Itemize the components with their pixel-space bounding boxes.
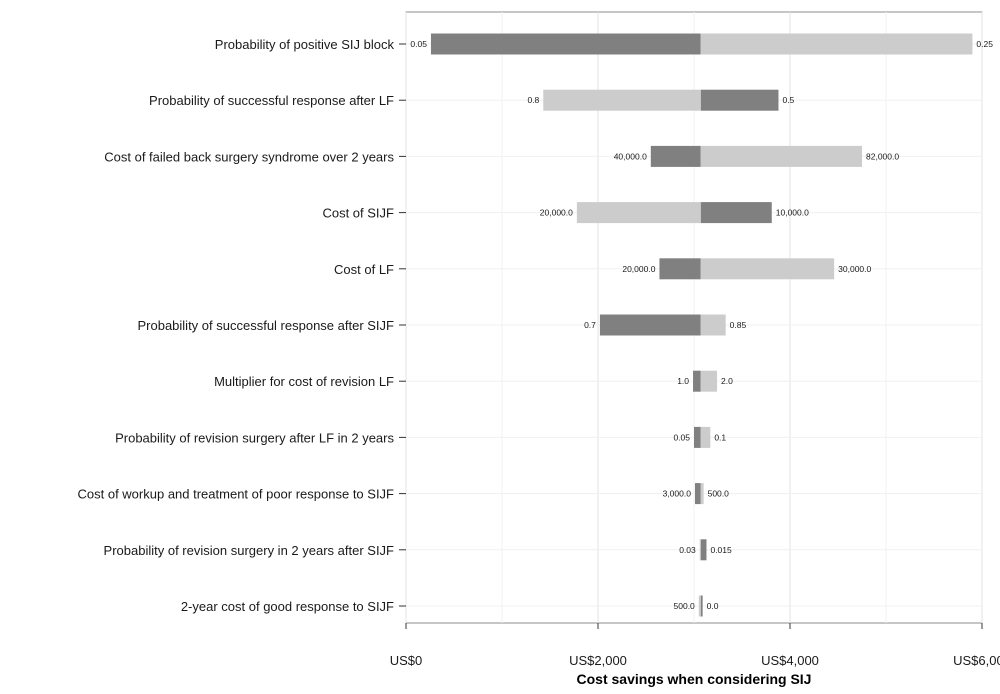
bar-high-input (700, 314, 726, 336)
value-label-low: 0.015 (710, 545, 732, 555)
x-tick-label: US$4,000 (761, 653, 819, 668)
value-label-high: 500.0 (674, 601, 696, 611)
x-tick-label: US$2,000 (569, 653, 627, 668)
bar-high-input (576, 202, 701, 224)
bar-high-input (543, 89, 701, 111)
bar-low-input (700, 202, 772, 224)
category-label: Cost of workup and treatment of poor res… (78, 487, 395, 502)
value-label-low: 20,000.0 (622, 264, 655, 274)
category-labels: Probability of positive SIJ block Probabi… (78, 37, 406, 614)
value-label-high: 0.03 (679, 545, 696, 555)
value-label-low: 0.05 (673, 432, 690, 442)
value-label-low: 0.5 (782, 95, 794, 105)
value-label-low: 3,000.0 (663, 489, 692, 499)
bar-high-input (700, 258, 835, 280)
value-labels: 0.05 0.25 0.5 0.8 40,000.0 82,000.0 10,000.0 20… (410, 39, 993, 611)
bar-high-input (700, 426, 711, 448)
category-label: Probability of successful response after… (137, 318, 394, 333)
x-tick-label: US$6,000 (953, 653, 1000, 668)
bar-low-input (700, 539, 707, 561)
value-label-low: 40,000.0 (614, 151, 647, 161)
bars (430, 33, 973, 617)
category-label: Cost of failed back surgery syndrome ove… (104, 149, 394, 164)
x-axis: US$0 US$2,000 US$4,000 US$6,000 (390, 623, 1000, 668)
x-tick-label: US$0 (390, 653, 423, 668)
value-label-high: 30,000.0 (838, 264, 871, 274)
bar-high-input (698, 595, 701, 617)
value-label-low: 10,000.0 (776, 208, 809, 218)
x-axis-title: Cost savings when considering SIJ (577, 671, 812, 687)
value-label-high: 20,000.0 (540, 208, 573, 218)
value-label-high: 82,000.0 (866, 151, 899, 161)
category-label: Probability of positive SIJ block (215, 37, 395, 52)
bar-low-input (694, 426, 701, 448)
bar-low-input (599, 314, 701, 336)
value-label-low: 0.0 (707, 601, 719, 611)
category-label: Probability of revision surgery in 2 yea… (104, 543, 395, 558)
bar-high-input (700, 483, 704, 505)
value-label-high: 500.0 (708, 489, 730, 499)
category-label: Probability of successful response after… (149, 93, 394, 108)
bar-low-input (700, 89, 779, 111)
bar-low-input (700, 595, 703, 617)
value-label-high: 0.25 (976, 39, 993, 49)
value-label-high: 0.1 (714, 432, 726, 442)
bar-high-input (700, 145, 862, 167)
bar-low-input (650, 145, 701, 167)
bar-high-input (700, 370, 718, 392)
category-label: Cost of LF (334, 262, 394, 277)
bar-low-input (430, 33, 701, 55)
category-label: 2-year cost of good response to SIJF (181, 599, 394, 614)
value-label-low: 0.05 (410, 39, 427, 49)
bar-low-input (694, 483, 701, 505)
category-label: Probability of revision surgery after LF… (115, 430, 394, 445)
value-label-high: 0.8 (527, 95, 539, 105)
bar-low-input (659, 258, 701, 280)
bar-high-input (700, 33, 973, 55)
value-label-low: 1.0 (677, 376, 689, 386)
value-label-high: 2.0 (721, 376, 733, 386)
value-label-high: 0.85 (730, 320, 747, 330)
bar-low-input (693, 370, 701, 392)
category-label: Multiplier for cost of revision LF (214, 374, 394, 389)
category-label: Cost of SIJF (322, 206, 394, 221)
bar-high-input (699, 539, 701, 561)
value-label-low: 0.7 (584, 320, 596, 330)
